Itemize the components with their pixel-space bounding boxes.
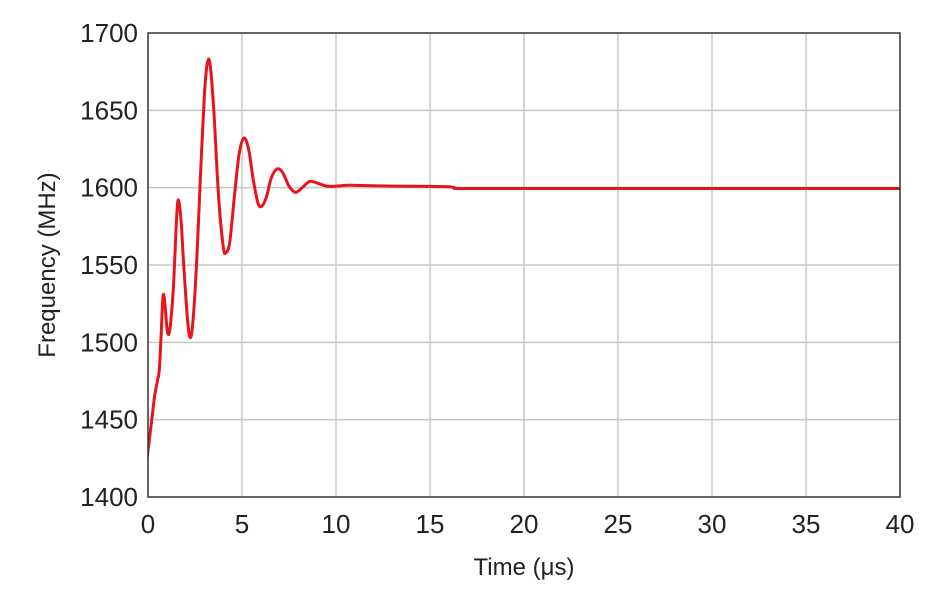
x-tick-label-5: 5 (235, 509, 249, 539)
x-tick-label-15: 15 (416, 509, 445, 539)
x-tick-label-30: 30 (698, 509, 727, 539)
x-tick-label-0: 0 (141, 509, 155, 539)
y-tick-label-1650: 1650 (80, 95, 138, 125)
x-tick-label-20: 20 (510, 509, 539, 539)
plot-frame (147, 32, 901, 498)
y-tick-label-1550: 1550 (80, 250, 138, 280)
y-tick-label-1600: 1600 (80, 173, 138, 203)
series-line-0 (148, 57, 900, 464)
y-tick-labels: 1400 1450 1500 1550 1600 1650 1700 (80, 18, 138, 512)
x-axis-label: Time (μs) (474, 554, 575, 581)
x-tick-label-35: 35 (792, 509, 821, 539)
x-tick-label-25: 25 (604, 509, 633, 539)
grid-lines (148, 33, 900, 497)
y-tick-label-1400: 1400 (80, 482, 138, 512)
y-tick-label-1500: 1500 (80, 327, 138, 357)
y-axis-label: Frequency (MHz) (34, 172, 61, 357)
series-layer (148, 57, 900, 464)
x-tick-label-10: 10 (322, 509, 351, 539)
y-tick-label-1450: 1450 (80, 405, 138, 435)
x-tick-labels: 0 5 10 15 20 25 30 35 40 (141, 509, 915, 539)
x-tick-label-40: 40 (886, 509, 915, 539)
y-tick-label-1700: 1700 (80, 18, 138, 48)
